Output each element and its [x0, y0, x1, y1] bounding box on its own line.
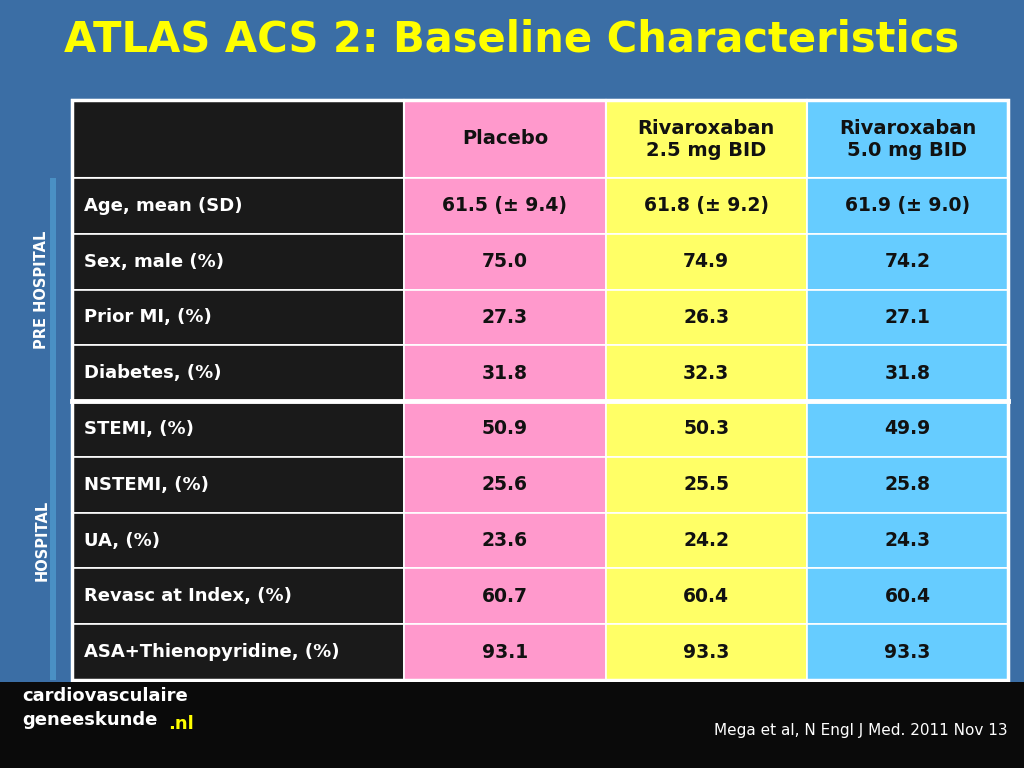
Text: 25.8: 25.8: [885, 475, 931, 495]
Bar: [404, 100, 605, 178]
Text: 24.2: 24.2: [683, 531, 729, 550]
Text: 32.3: 32.3: [683, 364, 729, 382]
Bar: [72, 513, 404, 568]
Bar: [404, 178, 605, 233]
Bar: [72, 457, 404, 513]
Bar: [807, 568, 1008, 624]
Bar: [50, 178, 56, 401]
Text: 27.1: 27.1: [885, 308, 931, 327]
Text: ATLAS ACS 2: Baseline Characteristics: ATLAS ACS 2: Baseline Characteristics: [65, 19, 959, 61]
Bar: [404, 401, 605, 457]
Bar: [807, 233, 1008, 290]
Bar: [807, 100, 1008, 178]
Text: 31.8: 31.8: [482, 364, 528, 382]
Text: Rivaroxaban
5.0 mg BID: Rivaroxaban 5.0 mg BID: [839, 118, 976, 160]
Bar: [807, 290, 1008, 346]
Text: Sex, male (%): Sex, male (%): [84, 253, 224, 270]
Bar: [72, 401, 404, 457]
Bar: [72, 624, 404, 680]
Text: Placebo: Placebo: [462, 130, 548, 148]
Bar: [605, 233, 807, 290]
Text: 25.6: 25.6: [482, 475, 528, 495]
Bar: [605, 178, 807, 233]
Text: 75.0: 75.0: [482, 252, 528, 271]
Bar: [72, 290, 404, 346]
Text: 60.4: 60.4: [885, 587, 931, 606]
Text: .nl: .nl: [168, 715, 194, 733]
Bar: [72, 346, 404, 401]
Text: PRE HOSPITAL: PRE HOSPITAL: [35, 230, 49, 349]
Bar: [404, 513, 605, 568]
Text: Age, mean (SD): Age, mean (SD): [84, 197, 243, 215]
Text: 74.9: 74.9: [683, 252, 729, 271]
Bar: [605, 401, 807, 457]
Bar: [807, 457, 1008, 513]
Bar: [605, 513, 807, 568]
Bar: [605, 290, 807, 346]
Text: Diabetes, (%): Diabetes, (%): [84, 364, 221, 382]
Bar: [72, 233, 404, 290]
Text: 31.8: 31.8: [885, 364, 931, 382]
Text: 49.9: 49.9: [885, 419, 931, 439]
Text: 25.5: 25.5: [683, 475, 729, 495]
Text: 93.3: 93.3: [683, 643, 729, 661]
Bar: [605, 568, 807, 624]
Bar: [404, 233, 605, 290]
Bar: [72, 568, 404, 624]
Bar: [605, 457, 807, 513]
Text: 50.9: 50.9: [482, 419, 528, 439]
Text: 74.2: 74.2: [885, 252, 931, 271]
Text: HOSPITAL: HOSPITAL: [35, 500, 49, 581]
Bar: [807, 346, 1008, 401]
Bar: [807, 178, 1008, 233]
Text: NSTEMI, (%): NSTEMI, (%): [84, 476, 209, 494]
Bar: [404, 346, 605, 401]
Text: ASA+Thienopyridine, (%): ASA+Thienopyridine, (%): [84, 643, 340, 661]
Text: 50.3: 50.3: [683, 419, 729, 439]
Text: 60.7: 60.7: [482, 587, 528, 606]
Text: 23.6: 23.6: [482, 531, 528, 550]
Text: 60.4: 60.4: [683, 587, 729, 606]
Bar: [72, 100, 1008, 680]
Text: 61.8 (± 9.2): 61.8 (± 9.2): [644, 197, 769, 215]
Bar: [404, 624, 605, 680]
Bar: [807, 513, 1008, 568]
Text: 93.3: 93.3: [884, 643, 931, 661]
Bar: [605, 346, 807, 401]
Bar: [605, 100, 807, 178]
Text: 61.5 (± 9.4): 61.5 (± 9.4): [442, 197, 567, 215]
Text: 61.9 (± 9.0): 61.9 (± 9.0): [845, 197, 970, 215]
Bar: [807, 401, 1008, 457]
Bar: [404, 457, 605, 513]
Text: Rivaroxaban
2.5 mg BID: Rivaroxaban 2.5 mg BID: [638, 118, 775, 160]
Bar: [807, 624, 1008, 680]
Bar: [404, 568, 605, 624]
Text: Prior MI, (%): Prior MI, (%): [84, 309, 212, 326]
Text: 93.1: 93.1: [482, 643, 528, 661]
Bar: [50, 401, 56, 680]
Text: Mega et al, N Engl J Med. 2011 Nov 13: Mega et al, N Engl J Med. 2011 Nov 13: [715, 723, 1008, 737]
Bar: [0, 682, 1024, 768]
Bar: [404, 290, 605, 346]
Text: Revasc at Index, (%): Revasc at Index, (%): [84, 588, 292, 605]
Text: STEMI, (%): STEMI, (%): [84, 420, 194, 438]
Bar: [605, 624, 807, 680]
Text: cardiovasculaire
geneeskunde: cardiovasculaire geneeskunde: [22, 687, 187, 729]
Bar: [72, 178, 404, 233]
Text: 24.3: 24.3: [885, 531, 931, 550]
Text: UA, (%): UA, (%): [84, 531, 160, 550]
Text: 27.3: 27.3: [482, 308, 528, 327]
Bar: [72, 100, 404, 178]
Text: 26.3: 26.3: [683, 308, 729, 327]
